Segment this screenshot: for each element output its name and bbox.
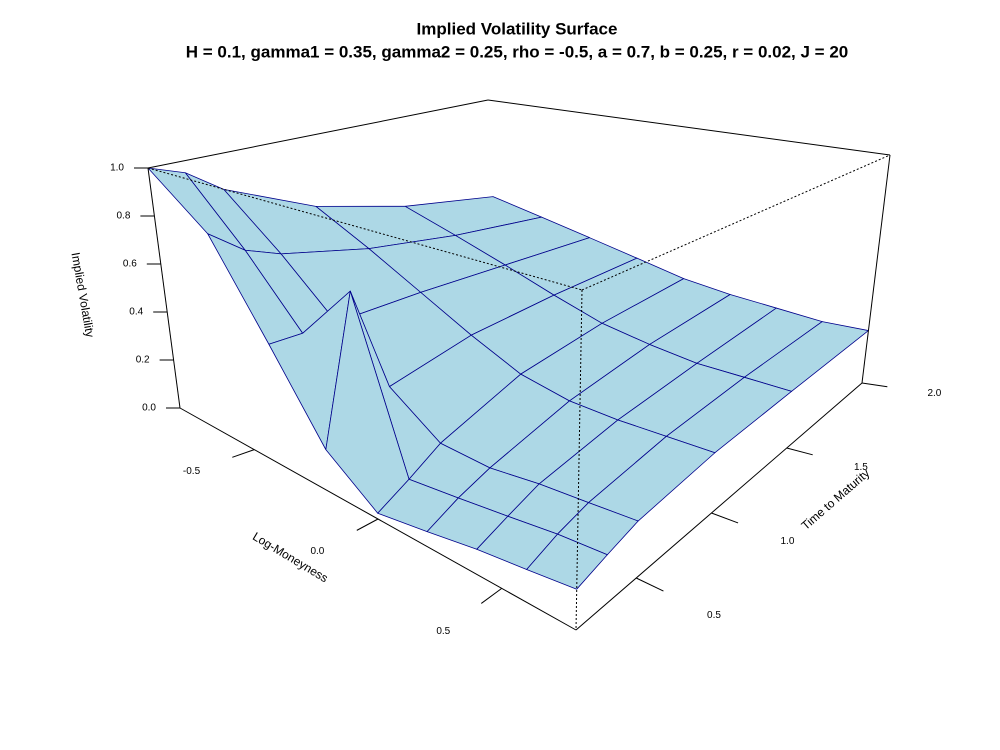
box-edge [487, 99, 891, 156]
z-tick-label: 1.0 [110, 163, 124, 174]
box-edge-hidden [147, 167, 583, 291]
box-edge [575, 382, 863, 631]
x-tick-label: -0.5 [183, 466, 201, 477]
y-tick-label: 1.5 [854, 462, 868, 473]
z-tick-label: 0.4 [129, 307, 143, 318]
box-edge [861, 154, 891, 384]
x-tick-label: 0.5 [436, 626, 450, 637]
x-tick [480, 587, 503, 604]
y-tick-label: 2.0 [927, 388, 941, 399]
chart-subtitle: H = 0.1, gamma1 = 0.35, gamma2 = 0.25, r… [186, 42, 848, 61]
y-tick [786, 447, 813, 456]
x-tick-label: 0.0 [310, 546, 324, 557]
z-tick-label: 0.6 [123, 259, 137, 270]
surface-facet [526, 533, 608, 590]
surface [147, 167, 869, 590]
y-tick-label: 1.0 [780, 536, 794, 547]
box-edge [147, 99, 489, 169]
z-tick-label: 0.2 [136, 355, 150, 366]
x-tick [356, 518, 379, 531]
z-tick-label: 0.0 [142, 403, 156, 414]
z-tick-label: 0.8 [116, 211, 130, 222]
chart-title: Implied Volatility Surface [417, 19, 618, 38]
y-tick-label: 0.5 [707, 610, 721, 621]
box-edge-hidden [581, 154, 891, 291]
y-tick [861, 382, 888, 388]
y-tick [711, 512, 739, 524]
box-edge [147, 167, 181, 409]
x-tick [232, 449, 255, 458]
y-tick [635, 577, 664, 592]
box-edge-hidden [575, 289, 583, 631]
axes: -0.5 0.0 0.5 0.5 1.0 1.5 2.0 0.0 0.2 0.4 0.6 0.8 1.0 [110, 163, 942, 637]
